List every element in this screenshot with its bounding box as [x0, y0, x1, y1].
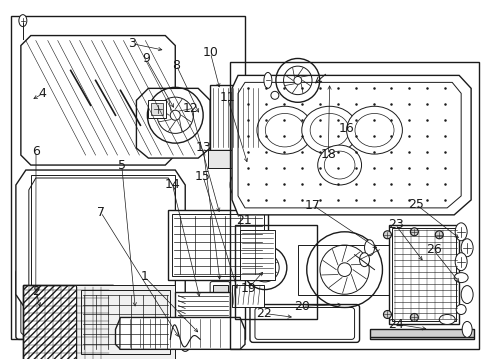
- Ellipse shape: [170, 110, 180, 120]
- Ellipse shape: [383, 231, 390, 239]
- Bar: [235, 225, 316, 319]
- Ellipse shape: [359, 253, 369, 267]
- FancyBboxPatch shape: [249, 305, 359, 342]
- Ellipse shape: [19, 15, 27, 27]
- Bar: [31, 175, 175, 294]
- Polygon shape: [232, 75, 470, 215]
- Bar: [11, 15, 244, 339]
- Bar: [23, 285, 112, 360]
- Bar: [151, 103, 163, 115]
- Ellipse shape: [454, 253, 466, 271]
- Text: 12: 12: [183, 102, 199, 115]
- Text: 19: 19: [240, 282, 256, 295]
- Text: 3: 3: [128, 37, 136, 50]
- Bar: [388, 225, 458, 324]
- Ellipse shape: [270, 91, 278, 99]
- Polygon shape: [21, 36, 175, 165]
- Text: 11: 11: [219, 91, 235, 104]
- Bar: [168, 210, 267, 280]
- Ellipse shape: [364, 240, 374, 256]
- Bar: [172, 214, 264, 276]
- Ellipse shape: [317, 145, 361, 185]
- Bar: [392, 228, 455, 321]
- Text: 8: 8: [172, 59, 180, 72]
- Ellipse shape: [180, 337, 190, 351]
- Ellipse shape: [409, 314, 417, 321]
- Bar: [23, 285, 112, 360]
- FancyBboxPatch shape: [16, 270, 110, 339]
- Text: 23: 23: [387, 218, 403, 231]
- Ellipse shape: [195, 334, 205, 348]
- Text: 18: 18: [320, 148, 336, 161]
- Ellipse shape: [229, 173, 245, 197]
- Bar: [229, 62, 478, 349]
- Bar: [208, 150, 265, 168]
- Text: 21: 21: [235, 214, 251, 227]
- Text: 7: 7: [97, 206, 104, 219]
- Text: 22: 22: [256, 307, 271, 320]
- Bar: [175, 292, 229, 321]
- Polygon shape: [115, 318, 244, 349]
- Bar: [369, 329, 473, 339]
- Text: 9: 9: [142, 52, 150, 65]
- Text: 17: 17: [304, 199, 320, 212]
- Ellipse shape: [434, 231, 442, 239]
- Ellipse shape: [460, 239, 472, 257]
- Bar: [240, 230, 274, 280]
- Text: 6: 6: [32, 145, 40, 158]
- Ellipse shape: [383, 310, 390, 319]
- Text: 5: 5: [118, 159, 125, 172]
- Text: 1: 1: [141, 270, 148, 283]
- Text: 13: 13: [195, 141, 210, 154]
- Text: 20: 20: [293, 300, 309, 313]
- Ellipse shape: [233, 152, 256, 188]
- Polygon shape: [213, 285, 227, 305]
- Text: 2: 2: [32, 285, 40, 298]
- Bar: [148, 100, 166, 118]
- Bar: [232, 285, 264, 306]
- Ellipse shape: [293, 76, 301, 84]
- Bar: [210, 85, 264, 150]
- Ellipse shape: [409, 228, 417, 236]
- Ellipse shape: [337, 263, 351, 276]
- Text: 4: 4: [39, 87, 46, 100]
- Bar: [297, 245, 397, 294]
- Ellipse shape: [261, 264, 268, 271]
- Text: 24: 24: [388, 318, 404, 331]
- Ellipse shape: [460, 285, 472, 303]
- Bar: [81, 289, 170, 354]
- Text: 10: 10: [202, 46, 218, 59]
- Text: 15: 15: [195, 170, 211, 183]
- Ellipse shape: [346, 106, 402, 154]
- Ellipse shape: [264, 72, 271, 88]
- FancyBboxPatch shape: [210, 282, 229, 306]
- Ellipse shape: [438, 315, 454, 324]
- Ellipse shape: [455, 305, 465, 315]
- Ellipse shape: [170, 328, 180, 341]
- Text: 26: 26: [425, 243, 441, 256]
- Polygon shape: [136, 88, 210, 158]
- Text: 14: 14: [164, 178, 180, 191]
- Text: 16: 16: [338, 122, 354, 135]
- Ellipse shape: [454, 223, 466, 241]
- Bar: [369, 329, 473, 339]
- Text: 25: 25: [407, 198, 423, 211]
- Ellipse shape: [301, 106, 357, 154]
- Ellipse shape: [256, 106, 312, 154]
- Ellipse shape: [453, 273, 467, 283]
- Bar: [76, 285, 175, 359]
- Ellipse shape: [461, 321, 471, 337]
- Polygon shape: [16, 170, 185, 310]
